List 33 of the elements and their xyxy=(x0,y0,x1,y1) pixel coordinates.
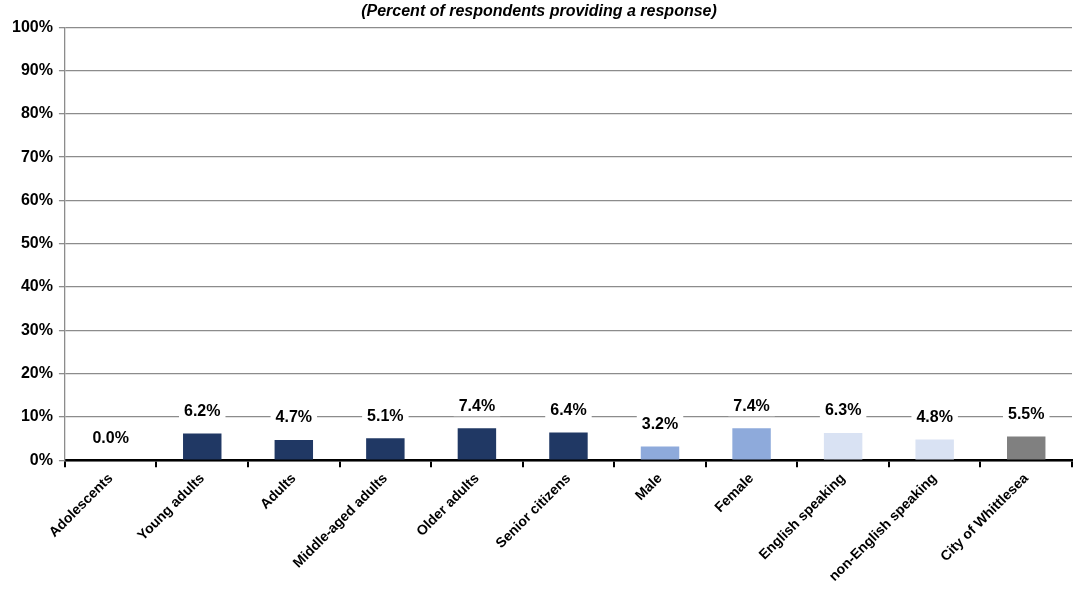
y-tick-label: 0% xyxy=(29,450,53,468)
y-tick-label: 10% xyxy=(20,407,53,425)
data-label: 6.3% xyxy=(824,401,862,419)
chart-title: (Percent of respondents providing a response) xyxy=(361,2,717,20)
data-label: 5.1% xyxy=(367,406,404,424)
y-tick-label: 90% xyxy=(20,60,53,78)
bar xyxy=(732,428,771,460)
bar xyxy=(823,432,863,460)
bar xyxy=(274,439,314,460)
data-label: 7.4% xyxy=(458,396,496,414)
data-label: 6.4% xyxy=(550,400,587,418)
data-label: 5.5% xyxy=(1007,404,1045,422)
y-tick-label: 30% xyxy=(20,320,53,338)
bar xyxy=(366,438,405,460)
data-label: 3.2% xyxy=(641,414,679,432)
y-tick-label: 20% xyxy=(20,364,53,382)
bar xyxy=(640,446,680,460)
y-tick-label: 70% xyxy=(20,147,53,165)
bar xyxy=(457,428,497,460)
data-label: 7.4% xyxy=(733,396,770,414)
y-tick-label: 80% xyxy=(20,104,53,122)
data-label: 0.0% xyxy=(92,428,129,446)
y-tick-label: 40% xyxy=(20,277,53,295)
bar xyxy=(915,439,954,460)
y-tick-label: 50% xyxy=(20,234,53,252)
data-label: 4.8% xyxy=(916,407,953,425)
bar xyxy=(183,433,222,460)
data-label: 6.2% xyxy=(184,401,221,419)
bar xyxy=(1007,436,1046,460)
y-tick-label: 60% xyxy=(20,190,53,208)
y-tick-label: 100% xyxy=(12,17,53,35)
data-label: 4.7% xyxy=(275,408,313,426)
bar xyxy=(549,432,588,460)
